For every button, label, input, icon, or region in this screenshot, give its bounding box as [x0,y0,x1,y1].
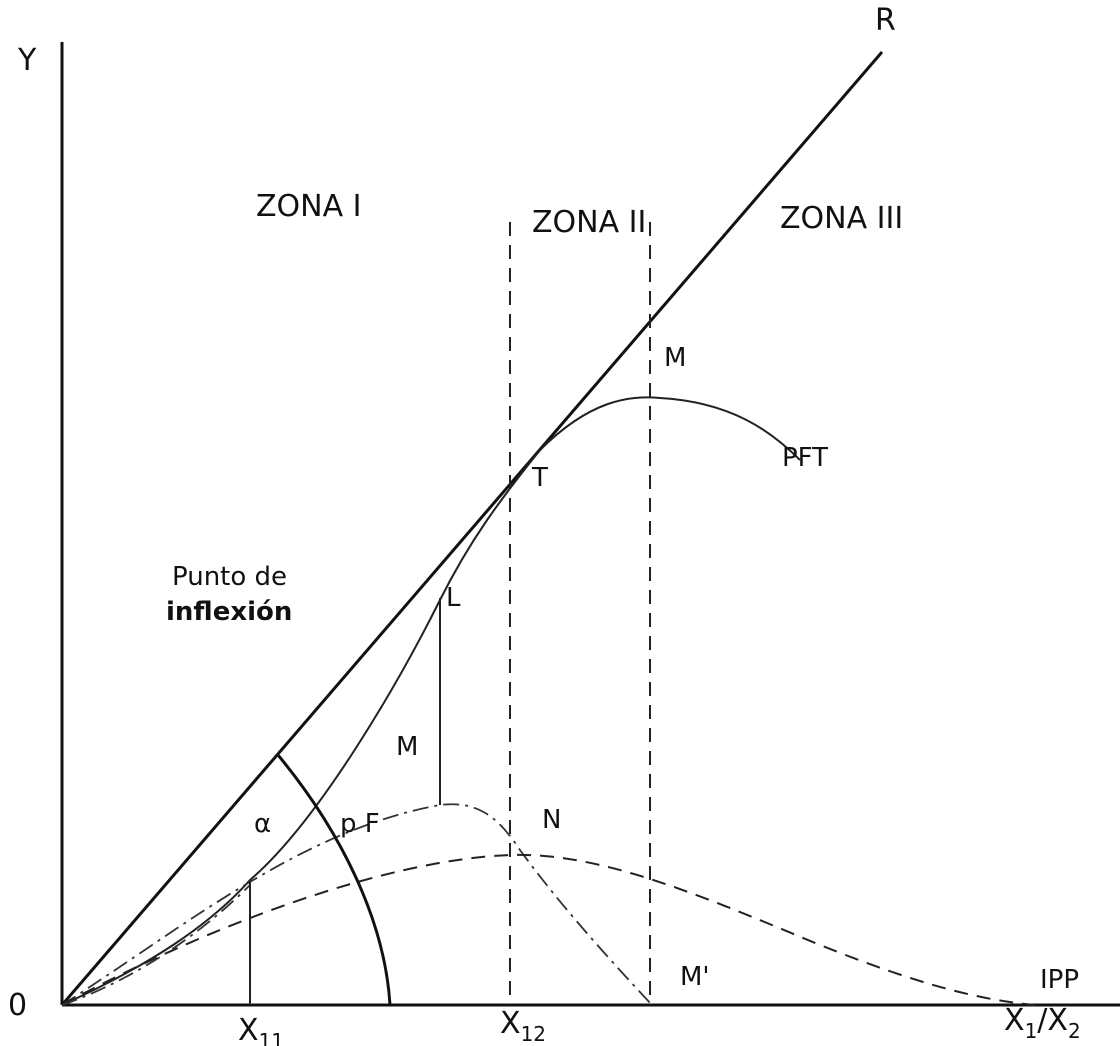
ipp-label: IPP [1040,965,1079,995]
alpha-label: α [254,809,271,839]
point-M-top-label: M [664,343,686,373]
zone-1-label: ZONA I [256,189,362,224]
point-L-label: L [446,583,461,613]
inflection-line1: Punto de [172,562,287,592]
point-M-mid-label: M [396,732,418,762]
inflection-line2: inflexión [166,597,292,627]
zone-2-label: ZONA II [532,205,646,240]
zone-3-label: ZONA III [780,201,903,236]
x-axis-label: X1/X2 [1004,1003,1081,1043]
point-T-label: T [531,463,548,493]
point-R-label: R [875,3,896,38]
y-axis-label: Y [17,43,37,78]
pft-label: PFT [782,443,828,473]
pF-label: p F [340,809,380,839]
origin-label: 0 [8,988,27,1023]
marginal-product-curve [61,803,653,1006]
point-N-label: N [542,805,561,835]
x11-tick-label: X11 [238,1013,284,1046]
angle-arc [276,754,392,1006]
x12-tick-label: X12 [500,1006,546,1046]
total-product-curve [61,396,801,1006]
point-M-prime-label: M' [680,962,710,992]
average-product-curve [61,853,1036,1006]
ray-R [60,51,884,1006]
guide-curve-lower [61,884,251,1006]
